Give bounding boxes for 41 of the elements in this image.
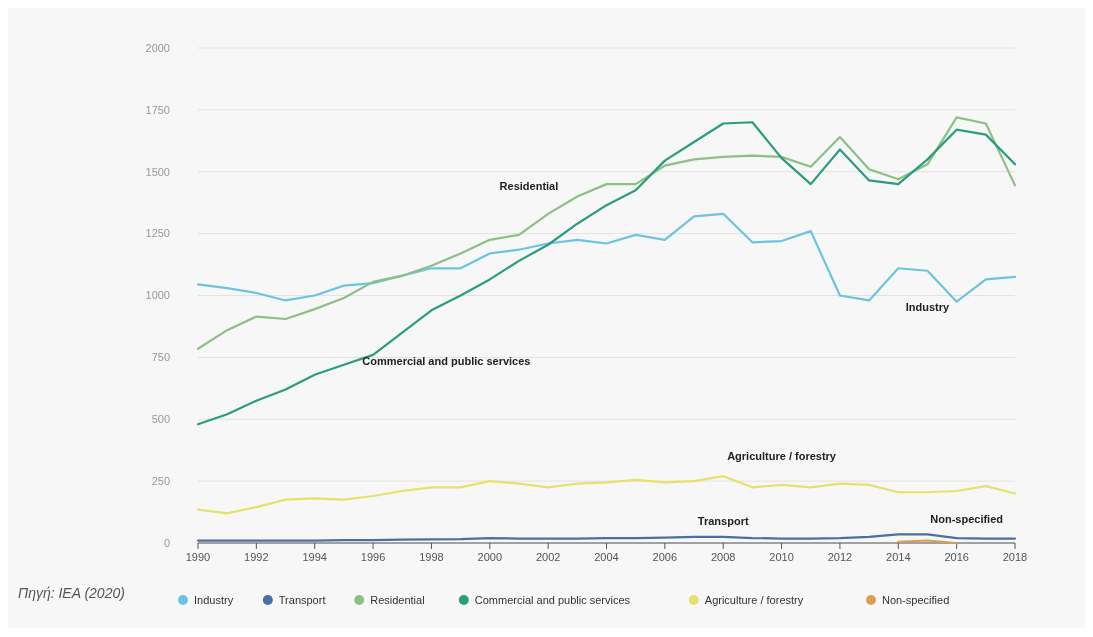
line-series	[196, 475, 1017, 515]
x-tick-label: 1998	[419, 551, 444, 563]
y-tick-label: 1500	[145, 165, 170, 178]
x-tick-label: 2008	[710, 551, 736, 563]
y-tick-label: 1000	[145, 289, 170, 302]
x-tick-label: 2014	[886, 551, 911, 563]
y-tick-label: 1250	[145, 227, 170, 240]
line-series	[196, 121, 1017, 426]
x-tick-label: 2010	[769, 551, 794, 563]
text: Residential	[499, 179, 559, 192]
x-tick-label: 2002	[535, 551, 561, 563]
y-tick-label: 500	[151, 413, 170, 426]
x-tick-label: 2018	[1002, 551, 1028, 563]
x-tick-label: 2004	[594, 551, 619, 563]
legend-label: Agriculture / forestry	[704, 593, 804, 606]
text: Industry	[905, 300, 950, 313]
text: Agriculture / forestry	[727, 449, 836, 462]
x-tick-label: 2012	[827, 551, 853, 563]
text: Commercial and public services	[362, 355, 531, 368]
y-tick-label: 1750	[145, 103, 170, 116]
x-tick-label: 1992	[244, 551, 269, 563]
legend-label: Commercial and public services	[474, 593, 631, 606]
y-tick-label: 2000	[145, 41, 170, 54]
text: Πηγή: IEA (2020)	[18, 585, 125, 601]
y-tick-label: 250	[151, 474, 170, 487]
text: Non-specified	[930, 513, 1004, 525]
legend-label: Non-specified	[882, 593, 950, 606]
x-tick-label: 1994	[302, 551, 327, 563]
x-tick-label: 2006	[652, 551, 678, 563]
line-series	[196, 212, 1017, 303]
legend-label: Industry	[194, 593, 234, 606]
x-tick-label: 2000	[477, 551, 503, 563]
x-tick-label: 2016	[944, 551, 969, 563]
y-tick-label: 0	[163, 536, 170, 549]
legend-label: Transport	[278, 593, 326, 606]
legend-label: Residential	[370, 593, 425, 606]
line-series	[196, 116, 1017, 350]
y-tick-label: 750	[151, 351, 170, 364]
x-tick-label: 1996	[360, 551, 386, 563]
text: Transport	[697, 514, 749, 527]
x-tick-label: 1990	[185, 551, 211, 563]
